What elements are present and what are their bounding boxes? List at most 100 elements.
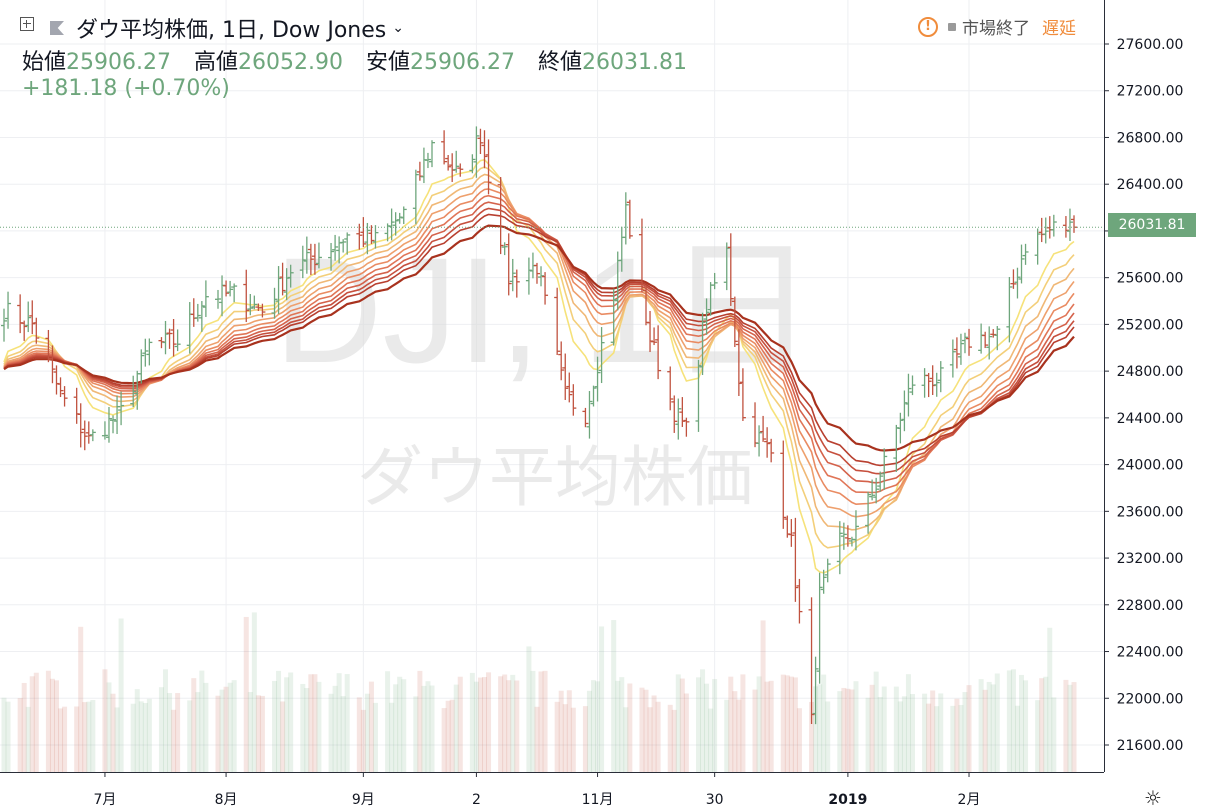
volume-bar <box>304 688 310 772</box>
volume-bar <box>316 681 322 772</box>
volume-bar <box>954 698 960 772</box>
volume-bar <box>704 683 710 772</box>
price-tick-label: 25200.00 <box>1117 317 1184 333</box>
volume-bar <box>175 693 181 772</box>
volume-bar <box>760 620 766 772</box>
chevron-down-icon[interactable]: ⌄ <box>392 20 404 36</box>
volume-bar <box>255 695 261 772</box>
volume-bar <box>336 673 342 772</box>
volume-bar <box>195 692 201 772</box>
volume-bar <box>138 701 144 772</box>
volume-bar <box>897 701 903 772</box>
price-tick-label: 21600.00 <box>1117 738 1184 754</box>
volume-bar <box>215 695 221 772</box>
volume-bar <box>1010 669 1016 772</box>
volume-bar <box>308 674 314 772</box>
volume-bar <box>643 689 649 772</box>
volume-bar <box>873 671 879 772</box>
price-axis-bg <box>1104 0 1208 812</box>
volume-bar <box>425 681 431 772</box>
volume-bar <box>171 709 177 772</box>
price-tick-label: 25600.00 <box>1117 271 1184 287</box>
volume-bar <box>530 670 536 772</box>
add-icon[interactable] <box>20 17 34 31</box>
volume-bar <box>813 686 819 772</box>
volume-bar <box>599 626 605 772</box>
price-tick-label: 24800.00 <box>1117 364 1184 380</box>
volume-bar <box>191 678 197 772</box>
volume-bar <box>922 693 928 772</box>
price-tick-label: 24400.00 <box>1117 411 1184 427</box>
volume-bar <box>219 689 225 772</box>
volume-bar <box>542 670 548 772</box>
volume-bar <box>227 682 233 772</box>
time-tick-label: 9月 <box>352 792 375 808</box>
volume-bar <box>82 702 88 772</box>
time-tick-label: 30 <box>706 792 724 808</box>
dot-icon <box>948 22 956 31</box>
volume-bar <box>934 706 940 772</box>
volume-bar <box>566 690 572 772</box>
volume-bar <box>926 703 932 772</box>
volume-bar <box>223 686 229 772</box>
volume-bar <box>417 670 423 772</box>
warning-icon[interactable]: ! <box>918 16 938 37</box>
volume-bar <box>1039 678 1045 772</box>
delay-label[interactable]: 遅延 <box>1042 19 1076 39</box>
volume-bar <box>130 703 136 772</box>
volume-bar <box>849 689 855 772</box>
time-tick-label: 2019 <box>828 792 867 808</box>
volume-bar <box>481 677 487 772</box>
price-tick-label: 22000.00 <box>1117 691 1184 707</box>
volume-bar <box>102 669 108 772</box>
volume-bar <box>453 684 459 772</box>
volume-bar <box>62 706 68 772</box>
volume-bar <box>364 693 370 772</box>
volume-bar <box>1023 680 1029 772</box>
volume-bar <box>1006 670 1012 772</box>
volume-bar <box>671 709 677 772</box>
volume-bar <box>639 687 645 772</box>
volume-bar <box>58 708 64 772</box>
volume-bar <box>893 686 899 772</box>
volume-bar <box>510 674 516 772</box>
volume-bar <box>821 674 827 772</box>
flag-icon[interactable] <box>50 21 64 35</box>
volume-bar <box>514 680 520 772</box>
volume-bar <box>272 680 278 772</box>
volume-bar <box>623 707 629 772</box>
volume-bar <box>938 693 944 772</box>
volume-bar <box>611 620 617 772</box>
settings-icon[interactable]: ☼ <box>1144 786 1162 810</box>
volume-bar <box>312 674 318 772</box>
volume-bar <box>595 681 601 772</box>
price-tick-label: 27200.00 <box>1117 84 1184 100</box>
volume-bar <box>627 683 633 772</box>
volume-bar <box>251 612 257 772</box>
volume-bar <box>962 692 968 772</box>
volume-bar <box>344 674 350 772</box>
volume-bar <box>667 704 673 772</box>
volume-bar <box>469 672 475 772</box>
volume-bar <box>187 700 193 772</box>
volume-bar <box>445 700 451 772</box>
price-tick-label: 22400.00 <box>1117 645 1184 661</box>
volume-bar <box>655 701 661 772</box>
volume-bar <box>586 690 592 772</box>
symbol-row: ダウ平均株価, 1日, Dow Jones ⌄ <box>20 12 404 44</box>
volume-bar <box>865 697 871 772</box>
volume-bar <box>284 677 290 772</box>
volume-bar <box>53 680 59 772</box>
volume-bar <box>881 686 887 772</box>
volume-bar <box>958 704 964 772</box>
symbol-title[interactable]: ダウ平均株価, 1日, Dow Jones <box>76 18 387 43</box>
volume-bar <box>1 697 7 772</box>
watermark-name: ダウ平均株価 <box>357 439 753 516</box>
volume-bar <box>502 674 508 772</box>
time-tick-label: 7月 <box>93 792 116 808</box>
volume-bar <box>534 706 540 772</box>
volume-bar <box>1047 627 1053 772</box>
volume-bar <box>243 616 249 772</box>
volume-bar <box>825 701 831 772</box>
